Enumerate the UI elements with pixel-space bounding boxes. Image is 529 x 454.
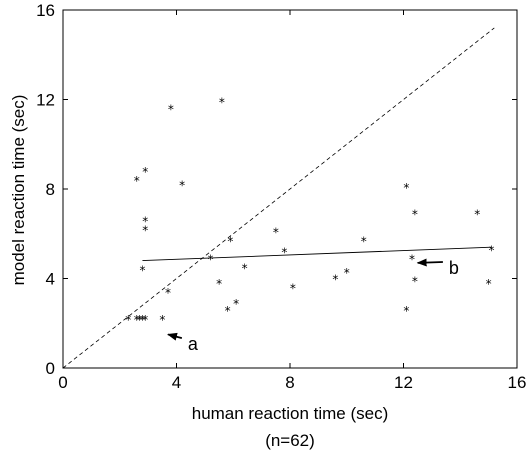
- data-point: *: [361, 234, 367, 248]
- data-point: *: [142, 313, 148, 327]
- annotation-label-b: b: [449, 258, 459, 278]
- data-point: *: [125, 313, 131, 327]
- y-tick-label: 4: [46, 270, 55, 289]
- data-point: *: [273, 226, 279, 240]
- y-tick-label: 8: [46, 180, 55, 199]
- data-point: *: [227, 234, 233, 248]
- data-point: *: [242, 261, 248, 275]
- x-tick-label: 8: [285, 373, 294, 392]
- data-point: *: [486, 277, 492, 291]
- x-tick-label: 16: [508, 373, 527, 392]
- data-point: *: [290, 281, 296, 295]
- identity-reference-line: [62, 27, 495, 369]
- data-point: *: [179, 179, 185, 193]
- data-point: *: [403, 181, 409, 195]
- annotation-label-a: a: [188, 334, 199, 354]
- data-point: *: [233, 297, 239, 311]
- data-point: *: [165, 286, 171, 300]
- y-tick-label: 12: [36, 91, 55, 110]
- x-axis-title: human reaction time (sec): [192, 404, 389, 423]
- data-point: *: [412, 275, 418, 289]
- data-point: *: [139, 264, 145, 278]
- x-tick-label: 4: [172, 373, 181, 392]
- sample-size-note: (n=62): [265, 431, 315, 450]
- y-tick-label: 16: [36, 1, 55, 20]
- annotation-arrow-a: [167, 332, 183, 341]
- data-point: *: [474, 208, 480, 222]
- data-point: *: [137, 313, 143, 327]
- data-point: *: [139, 313, 145, 327]
- x-tick-label: 12: [394, 373, 413, 392]
- data-point: *: [225, 304, 231, 318]
- data-point: *: [134, 174, 140, 188]
- data-point: *: [344, 266, 350, 280]
- y-tick-label: 0: [46, 359, 55, 378]
- regression-fit-line: [142, 246, 492, 262]
- annotation-arrow-b: [416, 258, 443, 267]
- data-point: *: [142, 165, 148, 179]
- data-point: *: [142, 223, 148, 237]
- data-point: *: [409, 252, 415, 266]
- data-point: *: [403, 304, 409, 318]
- data-point: *: [216, 277, 222, 291]
- data-point: *: [208, 252, 214, 266]
- data-point: *: [219, 96, 225, 110]
- data-point: *: [332, 273, 338, 287]
- data-point: *: [134, 313, 140, 327]
- data-point: *: [159, 313, 165, 327]
- data-point: *: [412, 208, 418, 222]
- data-point: *: [168, 102, 174, 116]
- y-axis-title: model reaction time (sec): [9, 95, 28, 286]
- data-point: *: [488, 243, 494, 257]
- x-tick-label: 0: [58, 373, 67, 392]
- data-point: *: [281, 246, 287, 260]
- data-point: *: [142, 214, 148, 228]
